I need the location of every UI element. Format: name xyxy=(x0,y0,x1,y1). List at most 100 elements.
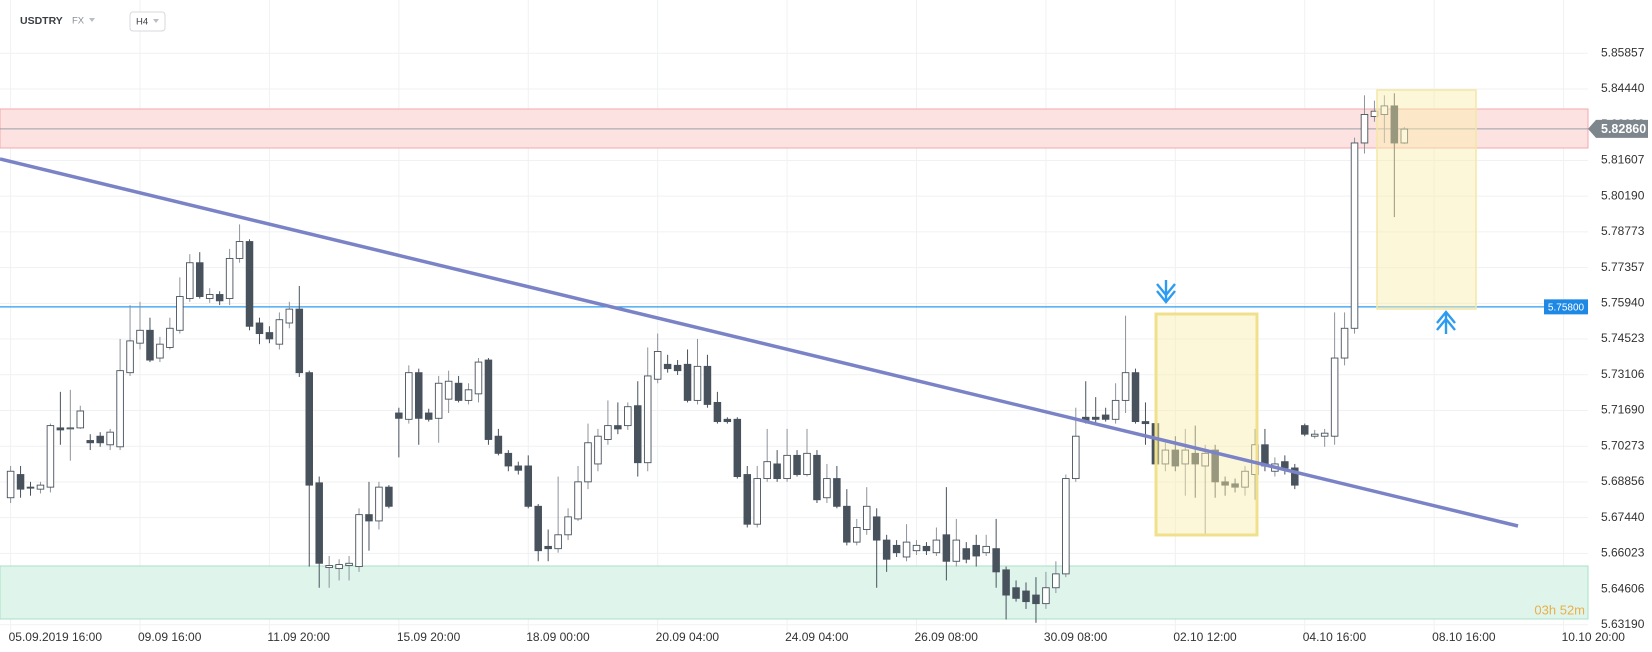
candle-body xyxy=(753,478,761,525)
candle-body xyxy=(614,425,622,430)
trend-line xyxy=(0,157,1519,528)
x-tick-label: 09.09 16:00 xyxy=(138,630,202,644)
candle-body xyxy=(853,527,861,543)
candle-body xyxy=(375,486,383,522)
y-tick-label: 5.64606 xyxy=(1601,581,1645,595)
candle-body xyxy=(912,544,921,552)
candle-body xyxy=(1320,432,1329,437)
candle-body xyxy=(245,241,254,327)
y-tick-label: 5.68856 xyxy=(1601,474,1645,488)
candle-body xyxy=(1201,452,1209,467)
candle-body xyxy=(1062,478,1070,575)
x-tick-label: 15.09 20:00 xyxy=(397,630,461,644)
candle-body xyxy=(1072,435,1080,480)
candle-body xyxy=(1121,372,1130,401)
y-tick-label: 5.67440 xyxy=(1601,510,1645,524)
y-tick-label: 5.74523 xyxy=(1601,331,1645,345)
candle-body xyxy=(932,539,941,554)
candle-body xyxy=(793,454,801,475)
candle-body xyxy=(663,363,672,370)
candle-body xyxy=(1161,449,1170,465)
countdown-timer: 03h 52m xyxy=(1534,602,1585,617)
candle-body xyxy=(624,406,632,427)
candle-body xyxy=(166,327,174,348)
candle-body xyxy=(872,516,881,541)
candle-body xyxy=(604,425,612,440)
candle-body xyxy=(46,425,55,488)
candle-body xyxy=(693,365,702,401)
candle-body xyxy=(773,463,781,480)
candle-body xyxy=(225,257,234,299)
candle-body xyxy=(275,319,284,345)
candle-body xyxy=(494,435,503,454)
candle-body xyxy=(56,427,65,431)
candle-body xyxy=(96,435,104,444)
symbol: USDTRY xyxy=(20,15,63,27)
candle-body xyxy=(952,539,961,562)
candle-body xyxy=(1231,483,1239,488)
y-tick-label: 5.63190 xyxy=(1601,617,1645,631)
candle-body xyxy=(444,380,453,400)
level-tag xyxy=(1544,299,1588,315)
candle-body xyxy=(554,534,562,550)
candle-body xyxy=(66,427,75,430)
candle-body xyxy=(86,440,94,444)
candle-body xyxy=(504,452,513,467)
y-tick-label: 5.66023 xyxy=(1601,546,1645,560)
interval-select[interactable] xyxy=(129,11,166,32)
candle-body xyxy=(962,548,971,560)
candle-body xyxy=(1171,449,1180,467)
candle-body xyxy=(1330,357,1339,437)
x-tick-label: 08.10 16:00 xyxy=(1432,630,1496,644)
candle-body xyxy=(415,372,423,419)
candle-body xyxy=(544,545,552,550)
current-price-label: 5.82860 xyxy=(1601,122,1646,136)
candle-body xyxy=(833,478,841,507)
price-tag xyxy=(1588,119,1648,138)
candle-body xyxy=(813,454,821,501)
candle-body xyxy=(902,541,911,558)
y-tick-label: 5.85857 xyxy=(1601,45,1645,59)
candle-body xyxy=(126,340,134,374)
candle-body xyxy=(1002,569,1010,596)
candle-body xyxy=(315,482,323,564)
candle-body xyxy=(1181,449,1190,465)
candle-body xyxy=(405,372,413,420)
candle-body xyxy=(823,478,831,499)
candle-body xyxy=(345,562,353,567)
candle-body xyxy=(1091,416,1100,420)
candle-body xyxy=(882,539,891,560)
x-tick-label: 26.09 08:00 xyxy=(915,630,979,644)
candle-body xyxy=(643,375,652,464)
candle-body xyxy=(255,322,264,335)
candle-body xyxy=(325,565,333,569)
candle-body xyxy=(843,505,851,543)
candle-body xyxy=(205,294,214,299)
candle-body xyxy=(1211,449,1219,483)
candle-body xyxy=(355,514,363,568)
x-tick-label: 30.09 08:00 xyxy=(1044,630,1108,644)
level-label: 5.75800 xyxy=(1548,302,1585,313)
x-tick-label: 04.10 16:00 xyxy=(1303,630,1367,644)
y-tick-label: 5.84440 xyxy=(1601,81,1645,95)
candle-body xyxy=(106,431,114,446)
candle-body xyxy=(474,361,483,395)
candle-body xyxy=(524,465,533,507)
candle-body xyxy=(186,262,194,299)
candle-body xyxy=(972,544,980,557)
candle-body xyxy=(76,410,85,429)
candle-body xyxy=(1390,105,1399,144)
candle-body xyxy=(1042,587,1050,605)
y-tick-label: 5.71690 xyxy=(1601,403,1645,417)
candle-body xyxy=(26,486,35,489)
x-tick-label: 24.09 04:00 xyxy=(785,630,849,644)
candle-body xyxy=(992,548,1000,573)
candle-body xyxy=(733,418,742,477)
candle-body xyxy=(922,545,931,552)
candle-body xyxy=(1221,481,1229,486)
interval[interactable]: H4 xyxy=(136,17,148,28)
price-lines xyxy=(0,128,1588,308)
candle-body xyxy=(305,372,314,486)
candle-body xyxy=(365,514,373,522)
